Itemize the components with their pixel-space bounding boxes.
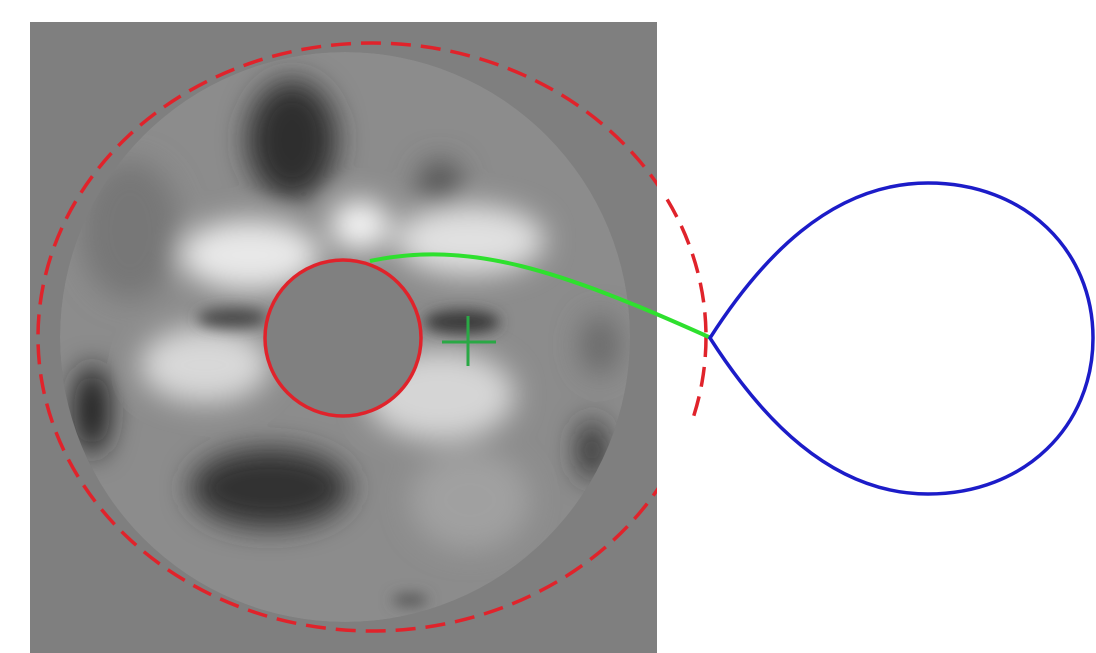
dark-region: [424, 310, 500, 334]
mask: [657, 0, 665, 235]
light-region: [140, 327, 270, 403]
mask: [657, 420, 717, 653]
inner-circle: [265, 260, 421, 416]
light-region: [410, 450, 530, 550]
teardrop-curve: [710, 183, 1093, 494]
dark-region: [418, 160, 462, 210]
dark-region: [190, 448, 350, 528]
page: [0, 0, 1096, 653]
dark-region: [392, 594, 428, 606]
dark-region: [197, 308, 267, 328]
dark-region: [247, 80, 337, 200]
dark-region: [580, 315, 620, 375]
figure: [0, 0, 1096, 653]
light-region: [330, 200, 390, 250]
